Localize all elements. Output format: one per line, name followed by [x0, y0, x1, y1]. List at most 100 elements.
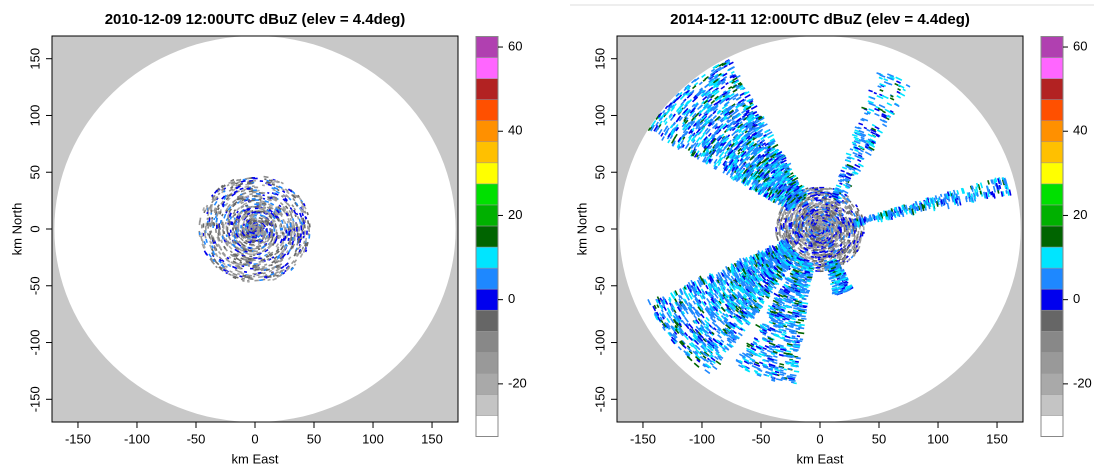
- echo: [256, 274, 259, 276]
- echo: [820, 270, 824, 272]
- colorbar-box: [476, 121, 498, 142]
- x-tick-label: -150: [65, 431, 91, 446]
- colorbar-tick-label: 0: [508, 291, 515, 306]
- echo: [223, 224, 225, 229]
- echo: [786, 225, 788, 228]
- echo: [207, 226, 209, 228]
- y-tick-label: -150: [27, 386, 42, 412]
- x-tick-label: -100: [124, 431, 150, 446]
- echo: [300, 222, 302, 224]
- x-tick-label: 0: [251, 431, 258, 446]
- echo: [821, 259, 824, 261]
- echo: [256, 193, 261, 195]
- panel: -150-100-50050100150-150-100-50050100150…: [9, 11, 526, 466]
- colorbar-box: [476, 58, 498, 79]
- echo: [303, 231, 305, 234]
- echo: [273, 229, 275, 232]
- echo: [851, 230, 853, 234]
- echo: [269, 228, 271, 230]
- echo: [258, 199, 261, 201]
- echo: [252, 258, 255, 260]
- echo: [254, 280, 259, 282]
- echo: [779, 227, 781, 229]
- echo: [800, 229, 802, 231]
- echo: [790, 226, 792, 229]
- echo: [276, 229, 278, 232]
- colorbar-box: [476, 79, 498, 100]
- echo: [816, 241, 819, 243]
- x-tick-label: 150: [421, 431, 443, 446]
- echo: [207, 223, 209, 226]
- colorbar-box: [476, 268, 498, 289]
- echo: [251, 245, 255, 247]
- echo: [260, 180, 263, 182]
- echo: [820, 265, 823, 267]
- echo: [308, 233, 310, 235]
- echo: [248, 265, 250, 267]
- echo: [298, 226, 300, 231]
- y-tick-label: -50: [27, 276, 42, 295]
- x-axis-label: km East: [232, 451, 279, 466]
- echo: [302, 228, 304, 231]
- echo: [293, 228, 295, 231]
- echo: [280, 231, 282, 233]
- echo: [203, 223, 205, 227]
- echo: [216, 225, 218, 229]
- echo: [208, 223, 210, 227]
- echo: [255, 187, 258, 189]
- colorbar-box: [476, 310, 498, 331]
- echo: [292, 227, 294, 230]
- echo: [783, 223, 785, 228]
- echo: [218, 224, 220, 228]
- y-axis-label: km North: [9, 203, 24, 256]
- echo: [247, 275, 251, 277]
- echo: [290, 233, 292, 236]
- echo: [824, 196, 827, 198]
- echo: [860, 231, 862, 235]
- plot-area: [54, 36, 455, 422]
- echo: [780, 225, 782, 229]
- colorbar-box: [476, 331, 498, 352]
- colorbar-box: [476, 163, 498, 184]
- echo: [814, 264, 819, 266]
- echo: [271, 230, 273, 232]
- echo: [792, 228, 794, 231]
- colorbar-box: [476, 415, 498, 436]
- echo: [302, 225, 304, 227]
- echo: [253, 276, 255, 278]
- y-tick-label: 0: [27, 225, 42, 232]
- echo: [255, 208, 259, 210]
- echo: [815, 234, 820, 236]
- echo: [819, 242, 822, 244]
- echo: [847, 230, 849, 234]
- echo: [249, 255, 252, 257]
- echo: [205, 226, 207, 230]
- colorbar-box: [476, 100, 498, 121]
- echo: [219, 227, 221, 229]
- echo: [811, 225, 813, 229]
- echo: [789, 230, 791, 232]
- echo: [799, 224, 801, 228]
- echo: [307, 225, 309, 229]
- echo: [252, 185, 255, 187]
- echo: [283, 225, 285, 228]
- echo: [253, 254, 255, 256]
- echo: [821, 214, 824, 216]
- colorbar-box: [476, 352, 498, 373]
- echo: [820, 189, 824, 191]
- echo: [253, 180, 256, 182]
- echo: [266, 228, 268, 232]
- colorbar-box: [476, 37, 498, 58]
- echo: [253, 248, 256, 250]
- colorbar-box: [476, 226, 498, 247]
- echo: [818, 193, 820, 195]
- echo: [817, 254, 821, 256]
- echo: [257, 266, 259, 268]
- plot-area: [619, 36, 1020, 422]
- y-tick-label: -100: [27, 330, 42, 356]
- echo: [257, 195, 261, 197]
- echo: [792, 224, 794, 227]
- colorbar-tick-label: 60: [508, 38, 522, 53]
